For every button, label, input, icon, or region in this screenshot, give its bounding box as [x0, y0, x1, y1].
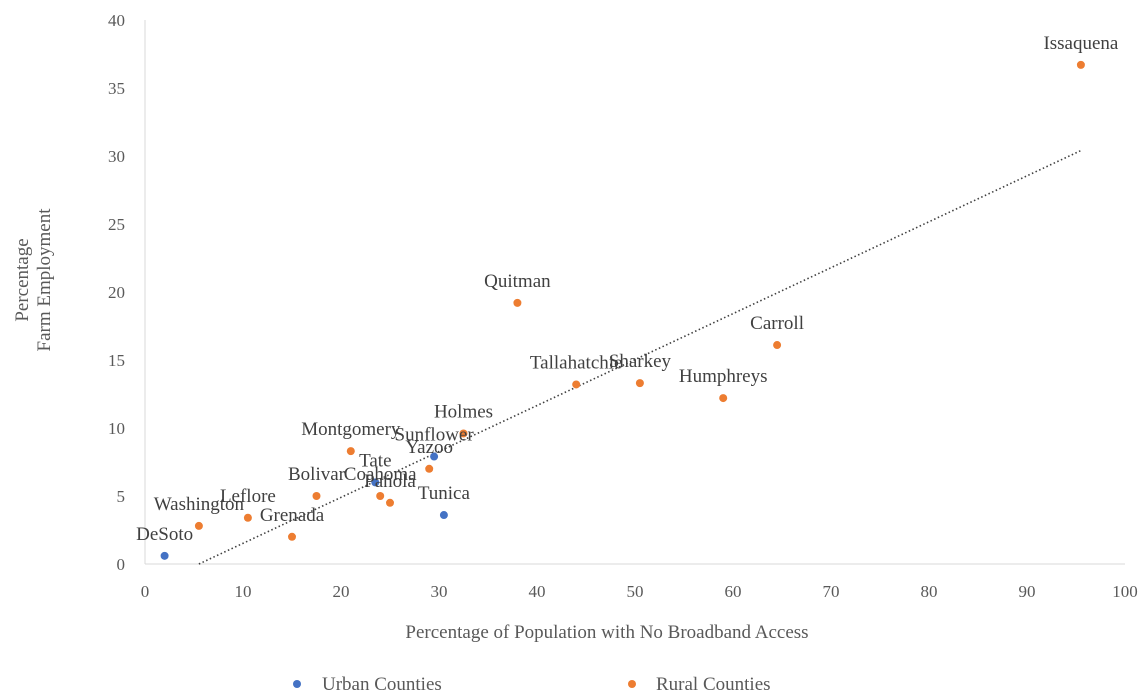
- rural-point: [376, 492, 385, 500]
- point-label: Quitman: [484, 271, 551, 292]
- rural-point: [459, 429, 468, 438]
- urban-point: [439, 511, 448, 520]
- y-axis-title-line-2: Farm Employment: [34, 208, 55, 352]
- rural-point: [312, 492, 321, 500]
- y-tick-label: 15: [108, 351, 125, 370]
- rural-point: [635, 379, 644, 388]
- y-tick-label: 10: [108, 419, 125, 438]
- legend-marker-urban: [293, 680, 301, 688]
- point-label: Leflore: [220, 486, 276, 507]
- rural-point: [243, 513, 252, 522]
- x-tick-label: 60: [725, 582, 742, 601]
- rural-point: [386, 498, 394, 507]
- x-tick-label: 80: [921, 582, 938, 601]
- y-tick-label: 35: [108, 79, 125, 98]
- rural-point: [194, 521, 203, 530]
- x-tick-label: 40: [529, 582, 546, 601]
- y-tick-label: 0: [117, 555, 126, 574]
- point-label: Grenada: [260, 505, 325, 526]
- y-tick-label: 30: [108, 147, 125, 166]
- point-label: Bolivar: [288, 464, 346, 485]
- y-tick-label: 20: [108, 283, 125, 302]
- rural-point: [572, 380, 581, 389]
- urban-point: [371, 478, 380, 487]
- rural-point: [513, 298, 522, 307]
- urban-point: [160, 551, 169, 560]
- legend-label-rural: Rural Counties: [656, 674, 771, 695]
- y-tick-label: 5: [117, 487, 126, 506]
- x-tick-label: 70: [823, 582, 840, 601]
- x-tick-label: 30: [431, 582, 448, 601]
- y-axis-title-line-1: Percentage: [12, 238, 33, 321]
- x-tick-label: 20: [333, 582, 350, 601]
- point-label: Yazoo: [405, 437, 453, 458]
- point-label: Sunflower: [395, 425, 475, 446]
- rural-point: [1076, 60, 1085, 69]
- point-label: Sharkey: [609, 351, 672, 372]
- point-label: Montgomery: [301, 419, 401, 440]
- x-tick-label: 0: [141, 582, 150, 601]
- rural-point: [773, 341, 782, 350]
- y-axis-title-group: Percentage Farm Employment: [12, 208, 55, 352]
- point-label: Panola: [364, 471, 416, 492]
- point-label: Tunica: [418, 483, 471, 504]
- x-tick-label: 50: [627, 582, 644, 601]
- data-points-group: [160, 60, 1085, 560]
- legend-marker-rural: [628, 680, 636, 688]
- axes: 0 10 20 30 40 50 60 70 80 90 100 0 5 10 15 20 25 30 35 40: [108, 11, 1138, 601]
- point-label: Tallahatchie: [530, 352, 623, 373]
- point-label: Carroll: [750, 313, 804, 334]
- point-label: Coahoma: [344, 464, 417, 485]
- rural-point: [719, 394, 728, 403]
- y-tick-label: 25: [108, 215, 125, 234]
- rural-point: [346, 447, 355, 456]
- point-label: Issaquena: [1043, 33, 1118, 54]
- x-tick-label: 10: [235, 582, 252, 601]
- point-label: DeSoto: [136, 524, 193, 545]
- legend-label-urban: Urban Counties: [322, 674, 442, 695]
- point-label: Holmes: [434, 401, 493, 422]
- y-tick-label: 40: [108, 11, 125, 30]
- rural-point: [288, 532, 296, 541]
- x-tick-label: 100: [1112, 582, 1138, 601]
- urban-point: [430, 452, 439, 461]
- point-label: Tate: [359, 450, 391, 471]
- x-axis-title: Percentage of Population with No Broadba…: [405, 622, 808, 643]
- point-label: Washington: [154, 494, 245, 515]
- x-tick-label: 90: [1019, 582, 1036, 601]
- point-label: Humphreys: [679, 366, 768, 387]
- legend: Urban Counties Rural Counties: [293, 674, 771, 695]
- rural-point: [425, 464, 434, 473]
